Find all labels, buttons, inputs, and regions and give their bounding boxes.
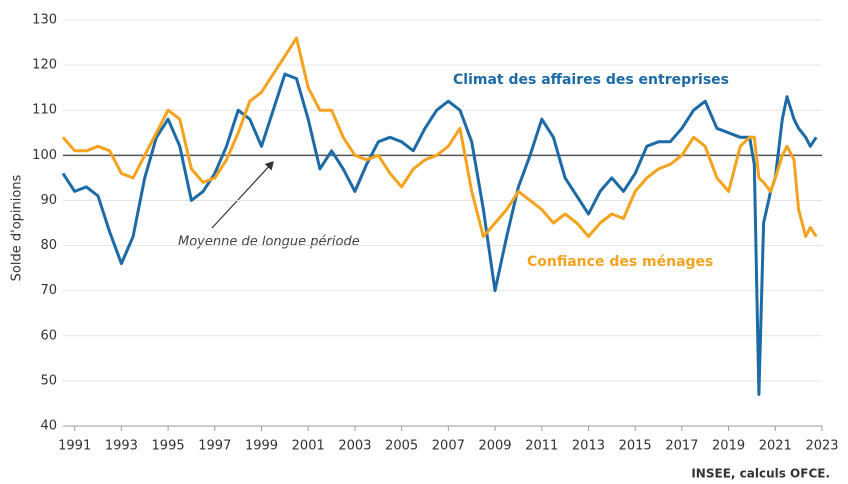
y-axis-label: Solde d'opinions [10, 174, 25, 281]
y-tick-label: 80 [40, 238, 57, 253]
x-tick-label: 2013 [572, 439, 605, 454]
y-tick-label: 40 [40, 419, 57, 434]
y-tick-label: 100 [32, 148, 57, 163]
x-tick-label: 1993 [105, 439, 138, 454]
y-tick-label: 120 [32, 58, 57, 73]
annotation-arrow [211, 161, 274, 229]
x-tick-label: 2009 [478, 439, 511, 454]
x-tick-label: 1991 [58, 439, 91, 454]
series-line [61, 36, 818, 238]
x-tick-label: 2011 [525, 439, 558, 454]
source: INSEE, calculs OFCE. [691, 467, 830, 481]
y-tick-label: 60 [40, 328, 57, 343]
x-tick-label: 1995 [152, 439, 185, 454]
x-tick-label: 2021 [759, 439, 792, 454]
x-tick-label: 2019 [712, 439, 745, 454]
y-tick-label: 110 [32, 103, 57, 118]
x-tick-label: 2015 [619, 439, 652, 454]
series-line [61, 72, 818, 396]
x-tick-label: 1999 [245, 439, 278, 454]
annotation: Moyenne de longue période [178, 235, 360, 250]
annotation: Confiance des ménages [527, 254, 713, 270]
y-tick-label: 70 [40, 283, 57, 298]
x-tick-label: 2007 [432, 439, 465, 454]
x-tick-label: 2005 [385, 439, 418, 454]
x-tick-label: 1997 [198, 439, 231, 454]
x-tick-label: 2003 [338, 439, 371, 454]
y-tick-label: 130 [32, 13, 57, 28]
x-tick-label: 2023 [805, 439, 838, 454]
y-tick-label: 90 [40, 193, 57, 208]
y-tick-label: 50 [40, 373, 57, 388]
x-tick-label: 2001 [292, 439, 325, 454]
annotation: Climat des affaires des entreprises [453, 72, 729, 88]
x-tick-label: 2017 [665, 439, 698, 454]
